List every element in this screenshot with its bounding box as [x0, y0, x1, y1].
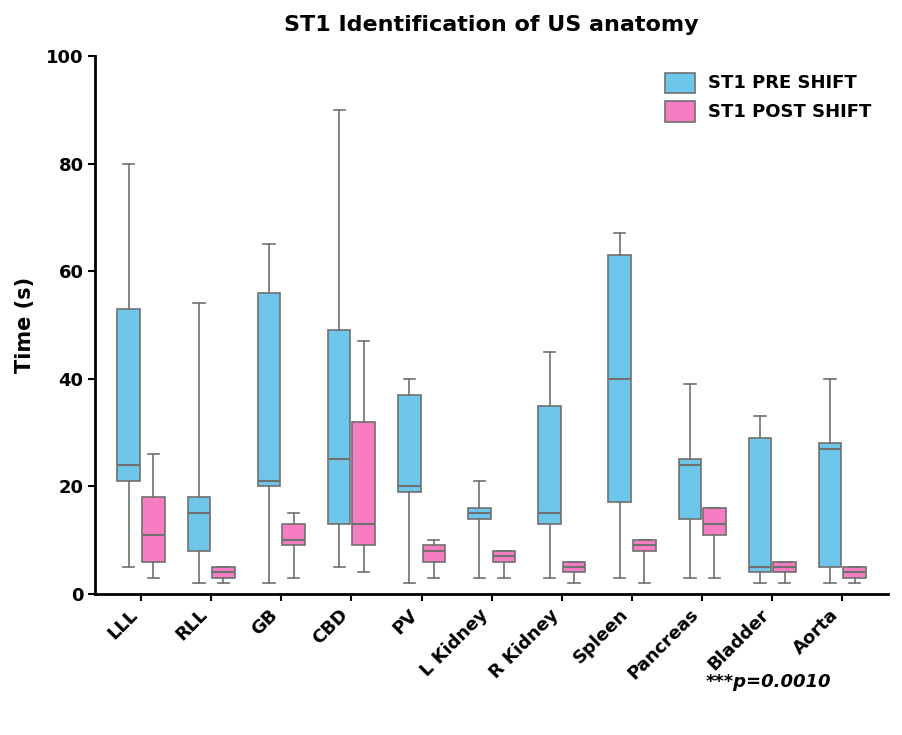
PathPatch shape	[538, 406, 560, 524]
PathPatch shape	[352, 422, 374, 545]
Legend: ST1 PRE SHIFT, ST1 POST SHIFT: ST1 PRE SHIFT, ST1 POST SHIFT	[656, 65, 879, 130]
PathPatch shape	[142, 497, 164, 562]
PathPatch shape	[117, 309, 140, 481]
PathPatch shape	[257, 293, 280, 487]
PathPatch shape	[422, 545, 445, 562]
PathPatch shape	[188, 497, 210, 551]
Y-axis label: Time (s): Time (s)	[15, 277, 35, 373]
PathPatch shape	[842, 567, 865, 578]
PathPatch shape	[677, 459, 700, 518]
PathPatch shape	[398, 395, 420, 492]
PathPatch shape	[327, 330, 350, 524]
PathPatch shape	[703, 508, 725, 534]
PathPatch shape	[562, 562, 584, 573]
PathPatch shape	[772, 562, 795, 573]
PathPatch shape	[632, 540, 655, 551]
PathPatch shape	[467, 508, 490, 518]
Text: ***p=0.0010: ***p=0.0010	[704, 673, 830, 691]
PathPatch shape	[212, 567, 235, 578]
Title: ST1 Identification of US anatomy: ST1 Identification of US anatomy	[284, 15, 698, 35]
PathPatch shape	[608, 255, 630, 503]
PathPatch shape	[818, 443, 841, 567]
PathPatch shape	[748, 438, 770, 573]
PathPatch shape	[282, 524, 305, 545]
PathPatch shape	[492, 551, 515, 562]
